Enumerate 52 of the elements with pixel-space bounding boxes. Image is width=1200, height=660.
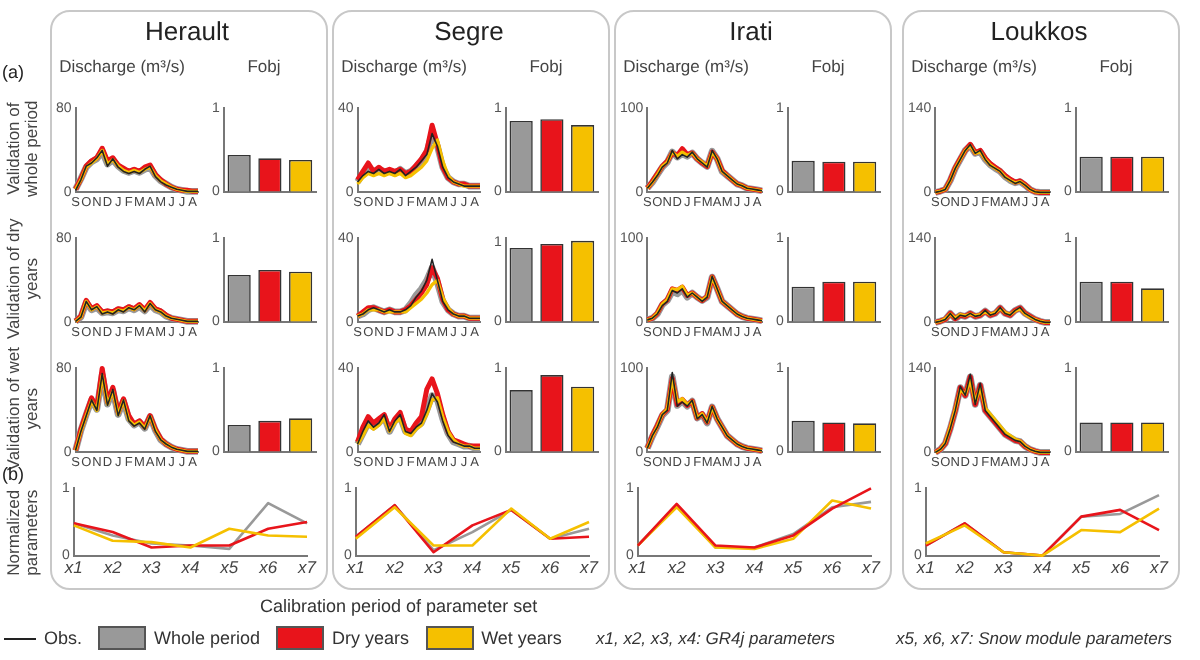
- x-tick-label: x2: [101, 556, 123, 577]
- chart-title: Segre: [432, 16, 506, 46]
- chart-title: Fobj: [527, 56, 565, 76]
- chart-title: Fobj: [245, 56, 283, 76]
- legend-label: Wet years: [481, 628, 562, 648]
- x-tick-label: x7: [860, 556, 881, 577]
- x-tick-label: x5: [1070, 556, 1091, 577]
- x-tick-label: x5: [218, 556, 239, 577]
- x-tick-label: x5: [782, 556, 803, 577]
- x-tick-label: x3: [422, 556, 444, 577]
- x-tick-label: x1: [344, 556, 366, 577]
- x-tick-label: x3: [704, 556, 726, 577]
- y-axis-title: Validation of dry years: [3, 215, 43, 340]
- x-tick-label: x6: [821, 556, 842, 577]
- chart-subtitle: Discharge (m³/s): [909, 56, 1039, 76]
- x-tick-label: x2: [665, 556, 687, 577]
- legend-label: Whole period: [154, 628, 261, 648]
- y-axis-title: Validation of whole period: [3, 97, 43, 201]
- x-tick-label: x2: [953, 556, 975, 577]
- x-tick-label: x6: [539, 556, 560, 577]
- chart-subtitle: Discharge (m³/s): [57, 56, 187, 76]
- text: (b): [2, 464, 24, 484]
- x-tick-label: x3: [992, 556, 1014, 577]
- legend-label: Dry years: [332, 628, 410, 648]
- x-tick-label: x6: [257, 556, 278, 577]
- text: x5, x6, x7: Snow module parameters: [896, 628, 1172, 648]
- x-tick-label: x1: [62, 556, 84, 577]
- x-tick-label: x4: [461, 556, 482, 577]
- y-axis-title: Normalized parameters: [3, 486, 43, 579]
- x-tick-label: x7: [1148, 556, 1169, 577]
- text: (a): [2, 62, 24, 82]
- x-tick-label: x7: [296, 556, 317, 577]
- x-tick-label: x5: [500, 556, 521, 577]
- chart-title: Fobj: [1097, 56, 1135, 76]
- legend-label: Obs.: [44, 628, 83, 648]
- x-tick-label: x4: [1031, 556, 1052, 577]
- x-tick-label: x1: [626, 556, 648, 577]
- x-tick-label: x1: [914, 556, 936, 577]
- text: x1, x2, x3, x4: GR4j parameters: [596, 628, 836, 648]
- chart-title: Irati: [727, 16, 775, 46]
- chart-subtitle: Discharge (m³/s): [339, 56, 469, 76]
- chart-title: Loukkos: [988, 16, 1090, 46]
- x-tick-label: x7: [578, 556, 599, 577]
- x-tick-label: x4: [179, 556, 200, 577]
- legend-title: Calibration period of parameter set: [260, 596, 538, 616]
- x-tick-label: x6: [1109, 556, 1130, 577]
- x-tick-label: x4: [743, 556, 764, 577]
- chart-title: Herault: [143, 16, 231, 46]
- chart-subtitle: Discharge (m³/s): [621, 56, 751, 76]
- chart-title: Fobj: [809, 56, 847, 76]
- x-tick-label: x3: [140, 556, 162, 577]
- x-tick-label: x2: [383, 556, 405, 577]
